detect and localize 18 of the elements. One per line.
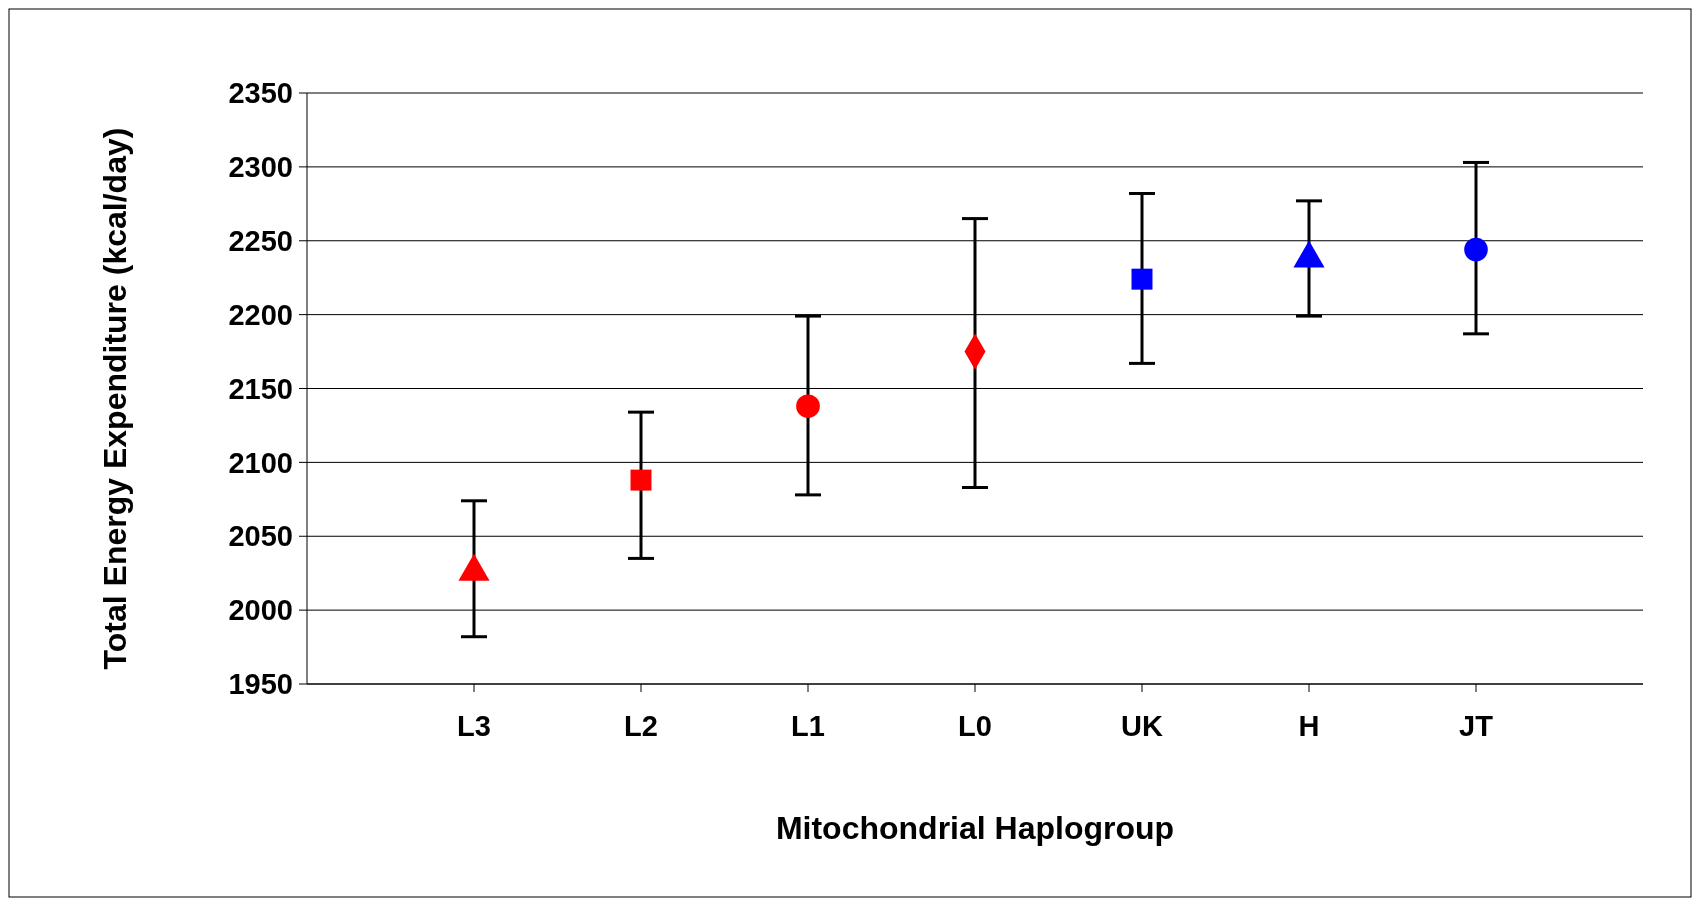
- x-tick-label: UK: [1121, 710, 1163, 742]
- y-tick-label: 2200: [228, 298, 293, 331]
- x-tick-label: L3: [457, 710, 491, 742]
- y-tick-label: 2300: [228, 151, 293, 184]
- x-tick-label: L2: [624, 710, 658, 742]
- y-axis-title: Total Energy Expenditure (kcal/day): [97, 127, 133, 670]
- y-tick-label: 2050: [228, 520, 293, 553]
- x-tick-label: H: [1298, 710, 1320, 742]
- y-tick-label: 2100: [228, 446, 293, 479]
- y-tick-label: 1950: [228, 668, 293, 701]
- x-tick-label: L1: [791, 710, 825, 742]
- y-tick-label: 2150: [228, 372, 293, 405]
- y-tick-label: 2250: [228, 224, 293, 257]
- x-axis-title: Mitochondrial Haplogroup: [775, 810, 1175, 846]
- y-tick-label: 2000: [228, 594, 293, 627]
- x-tick-label: L0: [958, 710, 992, 742]
- x-tick-label: JT: [1459, 710, 1494, 742]
- y-tick-label: 2350: [228, 77, 293, 110]
